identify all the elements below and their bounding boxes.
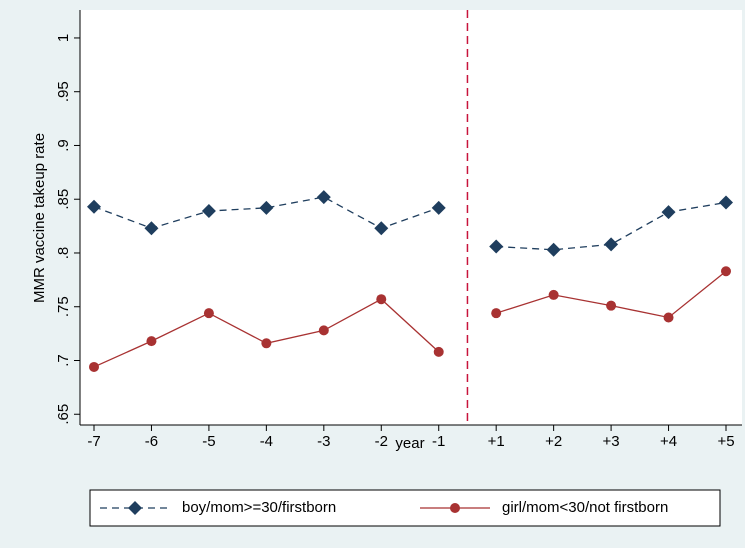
y-tick-label: .65 [55, 404, 72, 425]
x-tick-label: -3 [317, 433, 330, 450]
point [146, 336, 157, 347]
point [259, 200, 274, 215]
point [433, 346, 444, 357]
point [374, 221, 389, 236]
plot-area [80, 10, 742, 425]
point [316, 190, 331, 205]
y-tick-label: .8 [55, 247, 72, 260]
x-tick-label: +1 [488, 433, 505, 450]
point [661, 205, 676, 220]
x-tick-label: -7 [87, 433, 100, 450]
point [261, 338, 272, 349]
point [431, 200, 446, 215]
series-line [496, 201, 727, 251]
point [719, 195, 733, 210]
point [87, 199, 101, 214]
y-axis-title: MMR vaccine takeup rate [31, 133, 48, 303]
x-tick-label: -5 [202, 433, 215, 450]
y-tick-label: .75 [55, 296, 72, 317]
legend-marker [450, 503, 460, 513]
y-tick-label: .95 [55, 81, 72, 102]
point [201, 204, 216, 219]
legend-label: boy/mom>=30/firstborn [182, 499, 336, 516]
point [318, 325, 329, 336]
point [203, 308, 214, 319]
point [546, 242, 561, 257]
point [89, 361, 99, 372]
point [489, 239, 504, 254]
legend-marker [128, 501, 142, 515]
x-tick-label: +2 [545, 433, 562, 450]
point [548, 289, 559, 300]
x-tick-label: -1 [432, 433, 445, 450]
y-tick-label: .7 [55, 354, 72, 367]
x-tick-label: +5 [717, 433, 734, 450]
x-axis-title: year [395, 435, 424, 452]
point [376, 294, 387, 305]
point [721, 266, 731, 277]
point [144, 221, 159, 236]
x-tick-label: +4 [660, 433, 677, 450]
x-tick-label: -4 [260, 433, 273, 450]
point [604, 237, 619, 252]
y-tick-label: .85 [55, 189, 72, 210]
legend-label: girl/mom<30/not firstborn [502, 499, 668, 516]
x-tick-label: -2 [375, 433, 388, 450]
point [491, 308, 502, 319]
x-tick-label: +3 [603, 433, 620, 450]
y-tick-label: 1 [55, 34, 72, 42]
y-tick-label: .9 [55, 139, 72, 152]
point [606, 300, 617, 311]
legend-box [89, 489, 721, 527]
x-tick-label: -6 [145, 433, 158, 450]
point [663, 312, 674, 323]
